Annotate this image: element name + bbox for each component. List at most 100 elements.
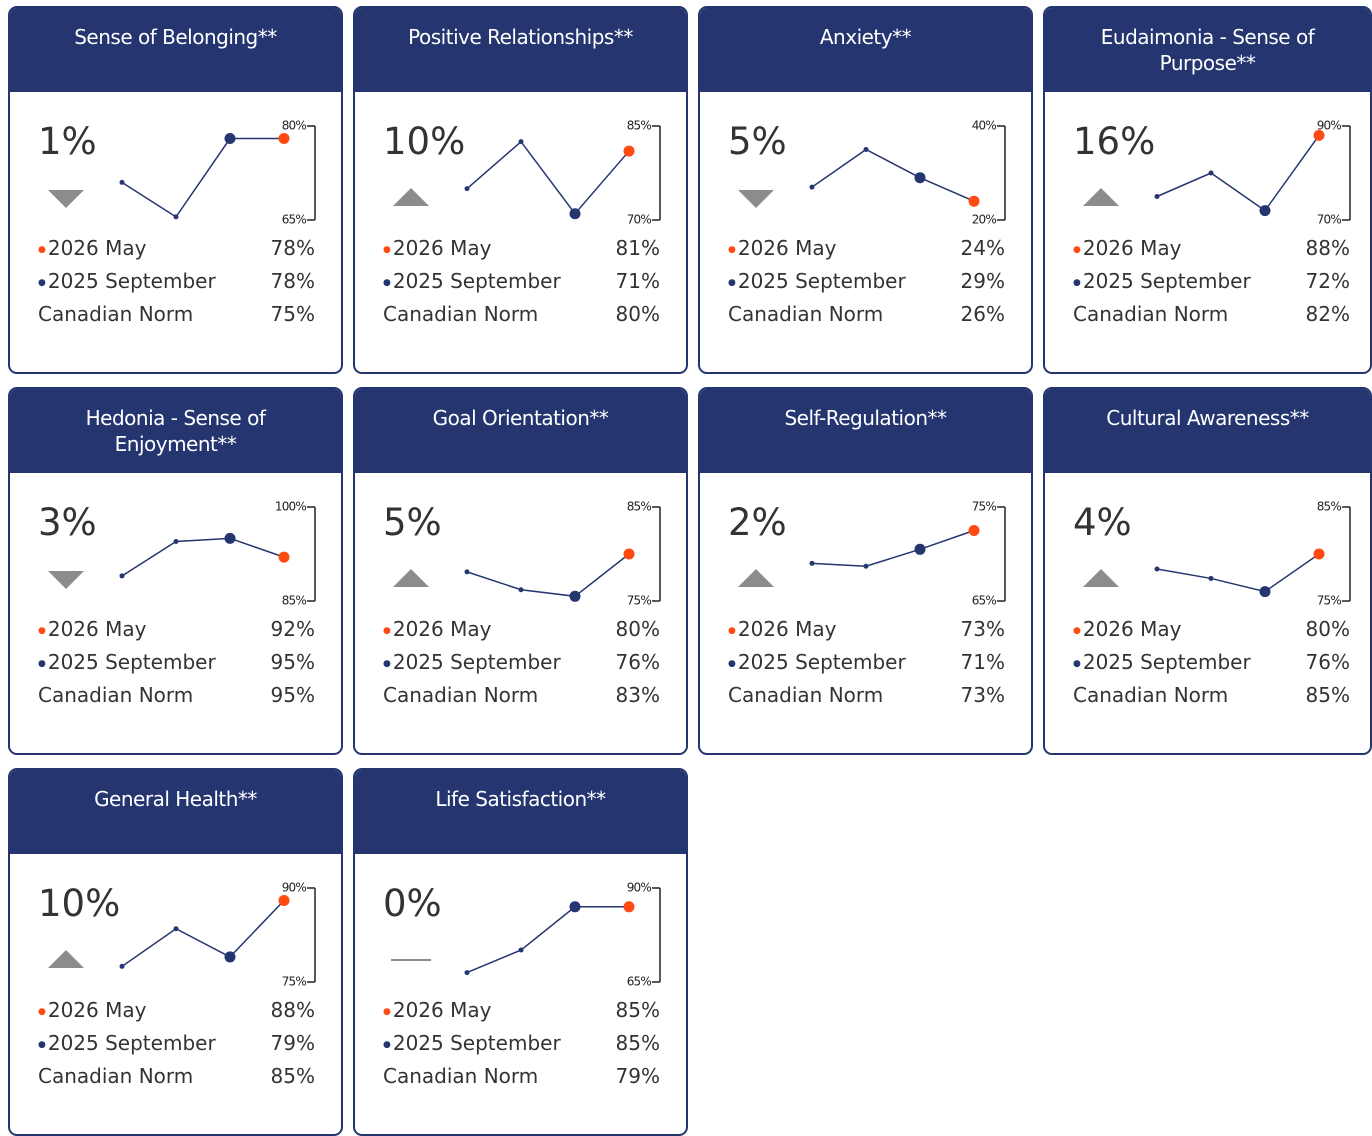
- card-title: Positive Relationships**: [355, 8, 686, 92]
- sparkline: 70% 90%: [1154, 119, 1351, 227]
- legend-row: ● 2026 May 24%: [728, 236, 1005, 264]
- legend-dot: ●: [383, 659, 391, 669]
- legend-row: ● 2026 May 80%: [383, 617, 660, 645]
- change-value: 2%: [728, 501, 787, 544]
- row-label: 2025 September: [392, 650, 561, 674]
- legend-dot: ●: [38, 659, 46, 669]
- change-value: 1%: [38, 120, 97, 163]
- legend-dot: ●: [38, 1040, 46, 1050]
- row-label-wrap: Canadian Norm: [383, 1064, 538, 1088]
- sparkline: 75% 85%: [1154, 500, 1351, 608]
- legend-dot: ●: [1073, 659, 1081, 669]
- row-value: 80%: [615, 617, 660, 641]
- row-label-wrap: ● 2025 September: [728, 650, 906, 674]
- axis-label: 85%: [282, 594, 307, 608]
- legend-dot: ●: [728, 659, 736, 669]
- row-value: 79%: [615, 1064, 660, 1088]
- current-point: [623, 145, 635, 157]
- trend-point: [569, 208, 581, 220]
- legend-row: ● 2026 May 78%: [38, 236, 315, 264]
- legend-dot: ●: [1073, 626, 1081, 636]
- kpi-card: Eudaimonia - Sense of Purpose** 16% 70% 90%…: [1043, 6, 1372, 374]
- legend-row: Canadian Norm 80%: [383, 302, 660, 330]
- row-label-wrap: ● 2026 May: [383, 998, 491, 1022]
- row-label: Canadian Norm: [38, 683, 194, 707]
- legend-dot: ●: [383, 1007, 391, 1017]
- row-value: 85%: [1305, 683, 1350, 707]
- legend-dot: ●: [728, 278, 736, 288]
- legend-row: ● 2025 September 71%: [728, 650, 1005, 678]
- legend-dot: ●: [728, 245, 736, 255]
- row-label-wrap: ● 2026 May: [1073, 617, 1181, 641]
- row-label: Canadian Norm: [728, 683, 884, 707]
- trend-point: [1154, 566, 1160, 572]
- legend-row: Canadian Norm 26%: [728, 302, 1005, 330]
- row-label-wrap: ● 2026 May: [728, 236, 836, 260]
- row-label-wrap: ● 2025 September: [383, 1031, 561, 1055]
- trend-line: [1156, 553, 1320, 593]
- kpi-card: Sense of Belonging** 1% 65% 80% ● 2026 May 78%…: [8, 6, 343, 374]
- row-label-wrap: Canadian Norm: [728, 683, 883, 707]
- legend-row: ● 2026 May 88%: [1073, 236, 1350, 264]
- row-label: 2025 September: [47, 269, 216, 293]
- sparkline: 65% 75%: [809, 500, 1006, 608]
- row-value: 76%: [1305, 650, 1350, 674]
- legend-row: Canadian Norm 82%: [1073, 302, 1350, 330]
- row-label: 2025 September: [47, 650, 216, 674]
- row-label: 2025 September: [1082, 650, 1251, 674]
- row-label: 2026 May: [1082, 617, 1182, 641]
- axis-label: 80%: [282, 119, 307, 133]
- legend-dot: ●: [383, 245, 391, 255]
- row-value: 81%: [615, 236, 660, 260]
- axis-label: 85%: [627, 119, 652, 133]
- row-label-wrap: ● 2026 May: [38, 998, 146, 1022]
- row-label: Canadian Norm: [383, 683, 539, 707]
- row-label: Canadian Norm: [38, 1064, 194, 1088]
- row-value: 82%: [1305, 302, 1350, 326]
- change-value: 3%: [38, 501, 97, 544]
- direction-icon: [738, 190, 774, 208]
- sparkline: 75% 90%: [119, 881, 316, 989]
- trend-line: [811, 148, 975, 202]
- direction-icon: [391, 959, 431, 961]
- legend-row: Canadian Norm 75%: [38, 302, 315, 330]
- legend-row: ● 2025 September 79%: [38, 1031, 315, 1059]
- card-title: Cultural Awareness**: [1045, 389, 1370, 473]
- legend-row: ● 2025 September 76%: [1073, 650, 1350, 678]
- row-label-wrap: ● 2026 May: [1073, 236, 1181, 260]
- change-value: 5%: [383, 501, 442, 544]
- row-value: 83%: [615, 683, 660, 707]
- current-point: [278, 895, 290, 907]
- legend-row: ● 2025 September 76%: [383, 650, 660, 678]
- row-label: 2026 May: [392, 236, 492, 260]
- row-value: 95%: [270, 683, 315, 707]
- down-arrow: [738, 190, 774, 208]
- legend-dot: ●: [1073, 245, 1081, 255]
- trend-point: [1208, 575, 1214, 581]
- trend-point: [518, 587, 524, 593]
- row-label-wrap: ● 2026 May: [383, 236, 491, 260]
- trend-point: [224, 133, 236, 145]
- row-label: Canadian Norm: [1073, 683, 1229, 707]
- trend-point: [914, 172, 926, 184]
- card-title: Sense of Belonging**: [10, 8, 341, 92]
- row-value: 72%: [1305, 269, 1350, 293]
- row-label: Canadian Norm: [1073, 302, 1229, 326]
- direction-icon: [48, 190, 84, 208]
- row-value: 76%: [615, 650, 660, 674]
- down-arrow: [48, 571, 84, 589]
- row-value: 88%: [1305, 236, 1350, 260]
- trend-point: [464, 186, 470, 192]
- legend-dot: ●: [38, 278, 46, 288]
- card-title: Life Satisfaction**: [355, 770, 686, 854]
- row-value: 79%: [270, 1031, 315, 1055]
- row-value: 85%: [270, 1064, 315, 1088]
- trend-point: [809, 184, 815, 190]
- row-label: 2026 May: [47, 236, 147, 260]
- legend-row: ● 2026 May 81%: [383, 236, 660, 264]
- row-label-wrap: Canadian Norm: [1073, 302, 1228, 326]
- trend-point: [464, 970, 470, 976]
- row-label-wrap: Canadian Norm: [1073, 683, 1228, 707]
- row-value: 78%: [270, 236, 315, 260]
- kpi-card: Anxiety** 5% 20% 40% ● 2026 May 24% ● 2025 Septe…: [698, 6, 1033, 374]
